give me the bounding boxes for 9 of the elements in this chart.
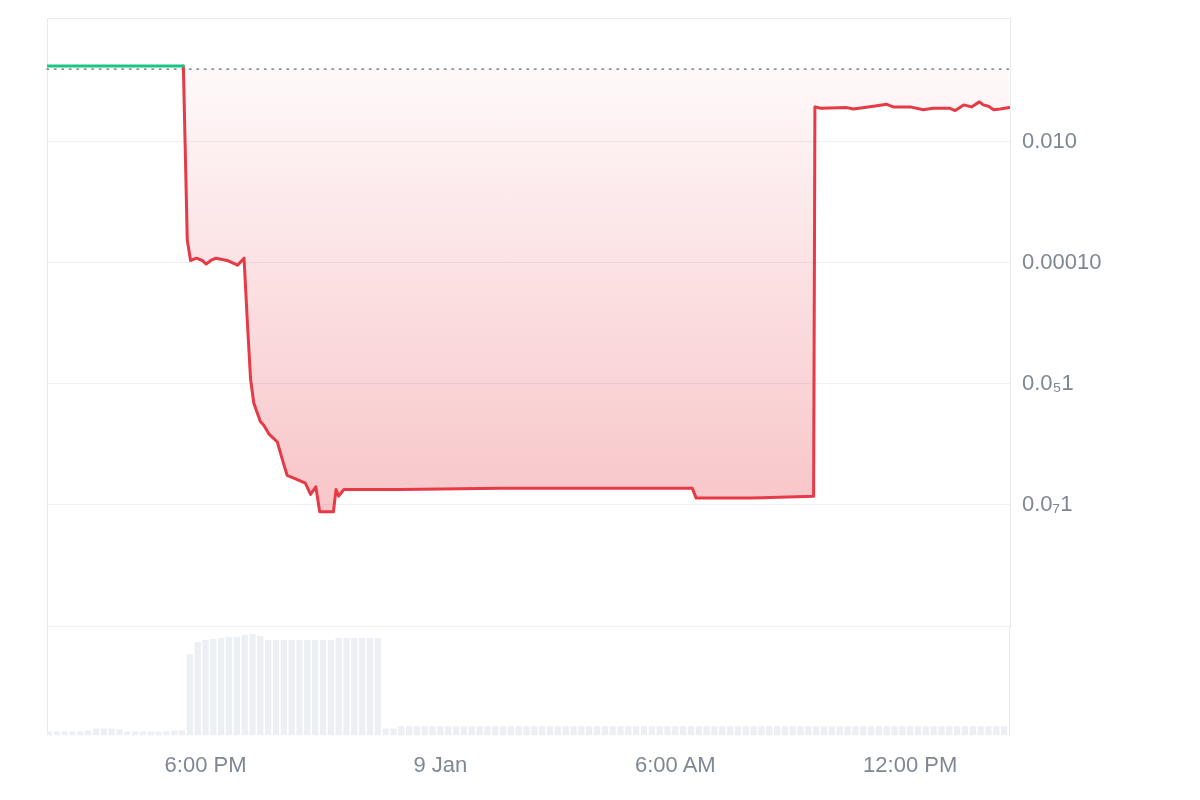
x-tick-label: 6:00 PM bbox=[164, 751, 247, 777]
x-tick-label: 9 Jan bbox=[413, 751, 468, 777]
y-tick-label: 0.00010 bbox=[1022, 249, 1102, 275]
y-tick-label: 0.0₅1 bbox=[1022, 370, 1074, 396]
bar bbox=[1001, 726, 1008, 736]
y-tick-label: 0.010 bbox=[1022, 128, 1078, 154]
x-tick-label: 6:00 AM bbox=[634, 751, 716, 777]
y-tick-label: 0.0₇1 bbox=[1022, 491, 1073, 517]
x-tick-label: 12:00 PM bbox=[863, 751, 958, 777]
